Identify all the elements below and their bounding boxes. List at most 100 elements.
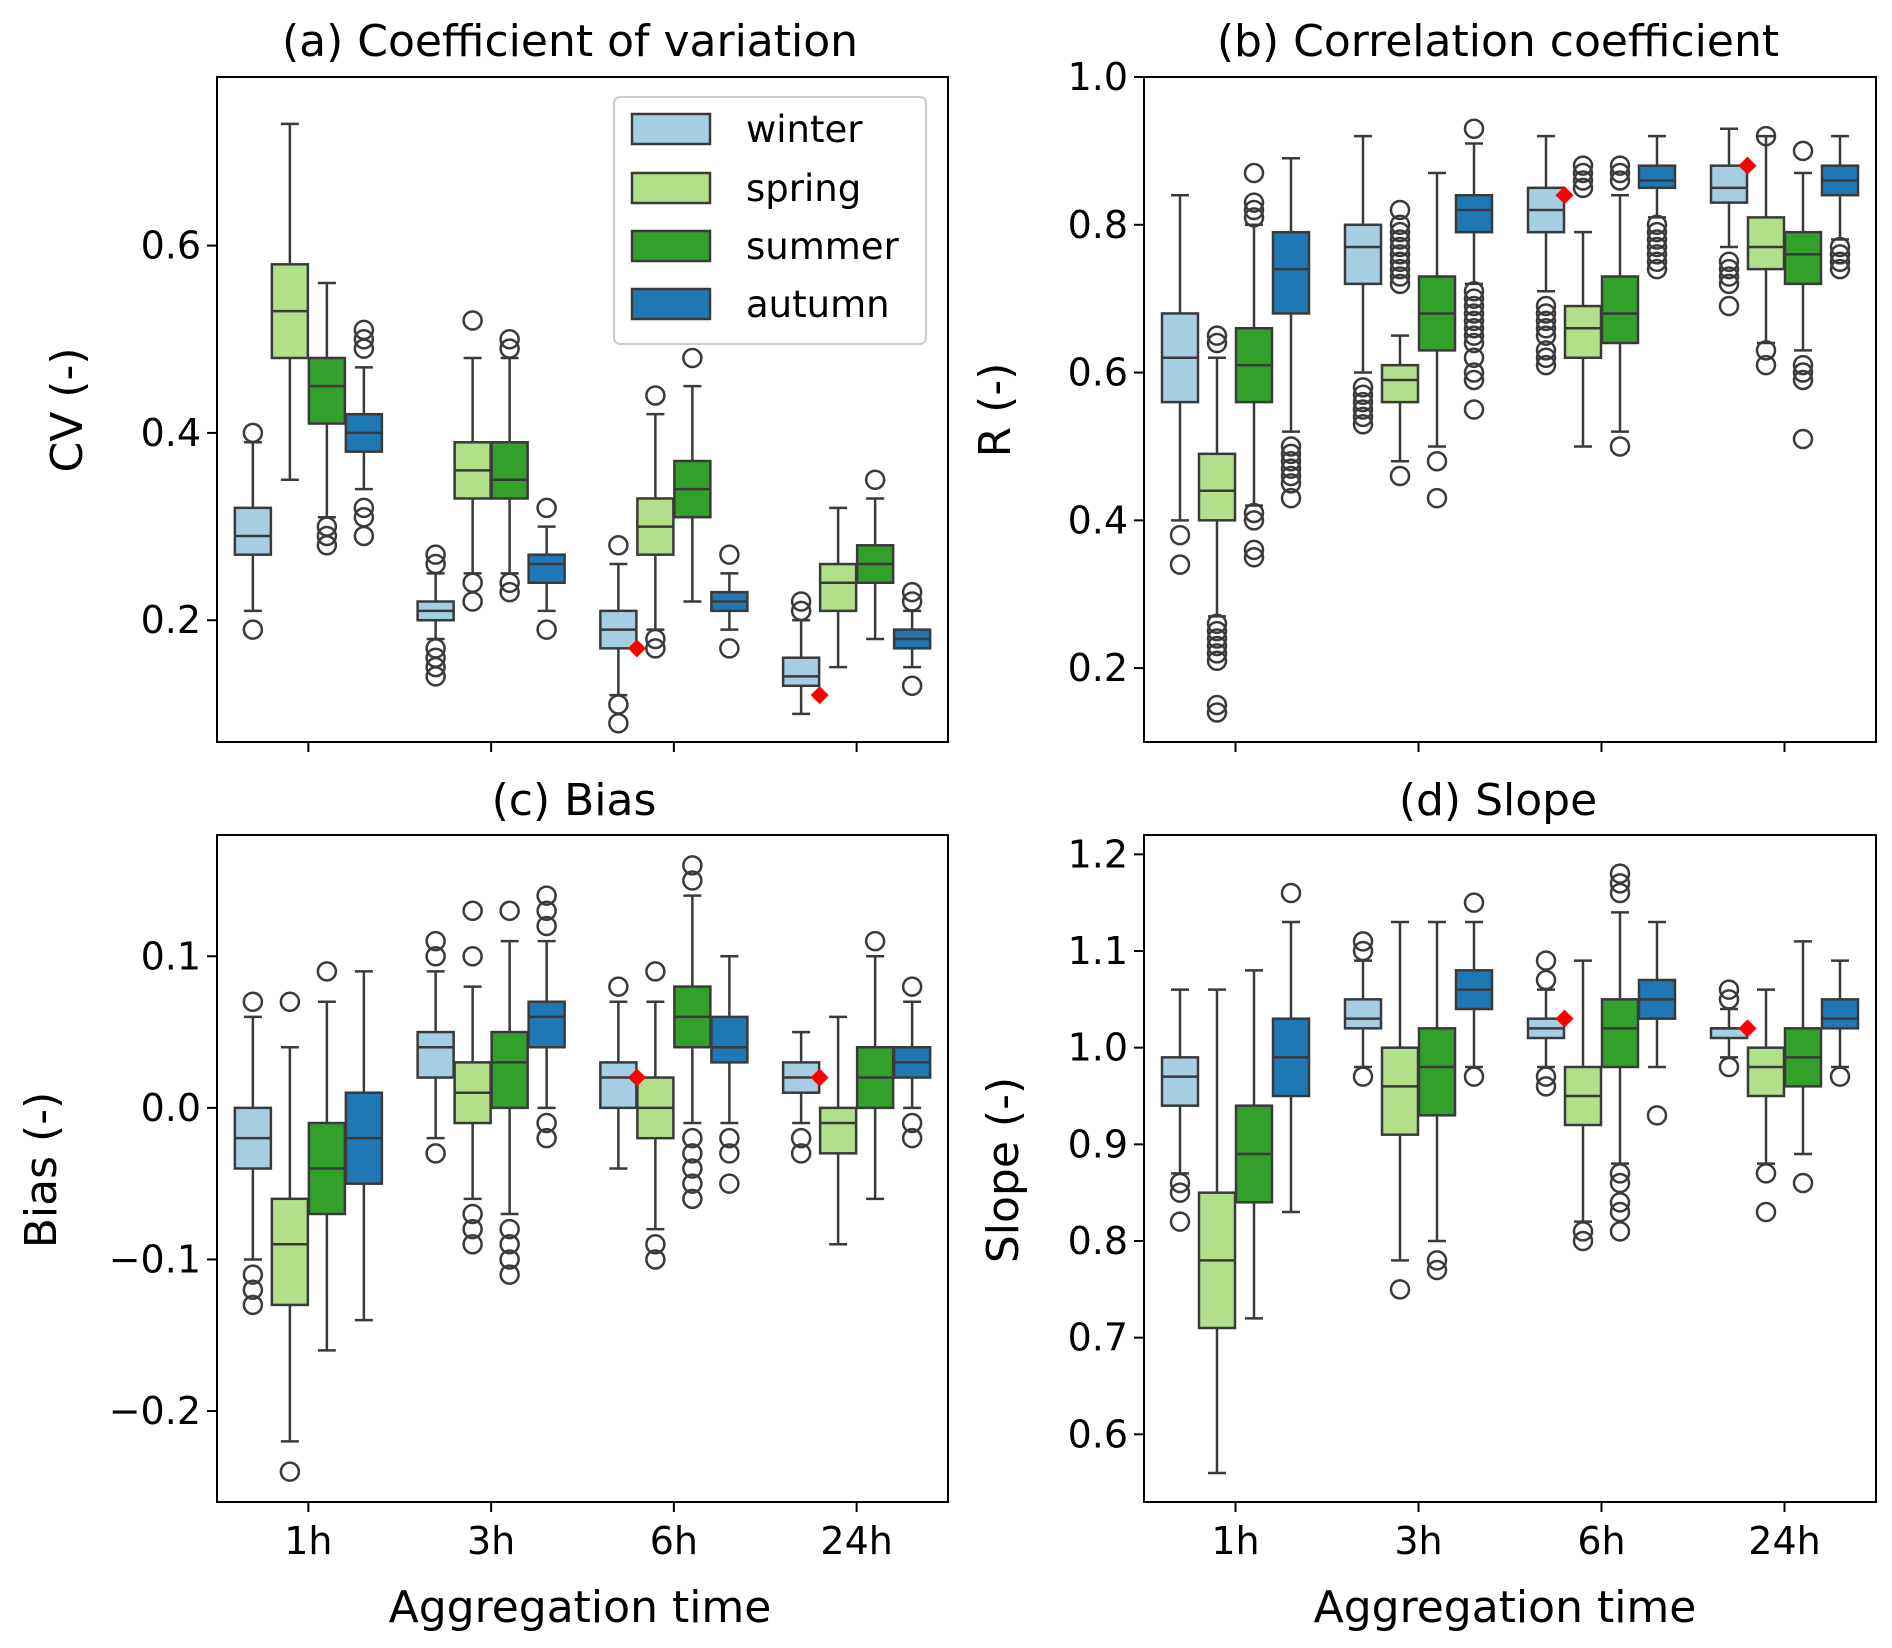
panel-b-winter-6h-outlier xyxy=(1535,325,1557,346)
panel-b-plot: 0.2 0.4 0.6 0.8 1.0 xyxy=(1068,55,1877,752)
panel-b-winter-24h-outlier xyxy=(1718,251,1740,272)
panel-b-winter-6h-outlier xyxy=(1535,310,1557,332)
panel-b-summer-1h-outlier xyxy=(1243,502,1265,524)
panel-a-winter-24h-box xyxy=(781,656,821,688)
panel-d-plot: 0.6 0.7 0.8 0.9 1.0 1.1 1.2 1h 3h 6h 24h xyxy=(1068,832,1877,1563)
panel-c-title: (c) Bias xyxy=(492,775,657,826)
panel-c-plot: −0.2 −0.1 0.0 0.1 1h 3h 6h 24h xyxy=(109,834,949,1563)
panel-b-autumn-6h-box xyxy=(1637,164,1677,190)
panel-b-spring-24h-outlier xyxy=(1755,340,1777,361)
panel-b-summer-24h-box xyxy=(1783,230,1823,286)
panel-b-autumn-3h-outlier xyxy=(1463,303,1485,324)
panel-d-ytick-label: 1.1 xyxy=(1068,929,1128,973)
legend-label-winter: winter xyxy=(746,108,863,151)
panel-a-winter-3h-outlier xyxy=(425,647,446,668)
panel-a-spring-3h-outlier xyxy=(462,310,483,331)
panel-a-summer-1h-box xyxy=(307,356,347,425)
panel-a-autumn-24h-outlier xyxy=(901,581,923,603)
panel-d-autumn-24h-outlier xyxy=(1829,1066,1851,1087)
panel-c-xtick-label: 6h xyxy=(650,1519,698,1563)
panel-a-autumn-24h-outlier xyxy=(901,675,923,697)
panel-a-autumn-1h-outlier xyxy=(353,329,375,350)
panel-d-winter-1h-outlier xyxy=(1169,1172,1191,1194)
panel-c-ytick-label: −0.2 xyxy=(109,1389,201,1433)
panel-b-autumn-24h-outlier xyxy=(1829,236,1851,258)
panel-b-winter-6h-outlier xyxy=(1535,354,1557,376)
legend-swatch-spring xyxy=(630,171,712,205)
panel-d-summer-6h-outlier xyxy=(1609,863,1631,884)
panel-b-autumn-1h-outlier xyxy=(1280,465,1302,487)
panel-b-axes-frame xyxy=(1143,76,1877,743)
panel-a-summer-3h-box xyxy=(490,441,529,500)
panel-d-spring-3h-box xyxy=(1380,1046,1420,1136)
panel-c-summer-6h-outlier xyxy=(682,1173,703,1194)
panel-b-reference-marker-6h xyxy=(1555,186,1574,205)
panel-a-autumn-1h-outlier xyxy=(353,506,375,528)
panel-b-summer-1h-outlier xyxy=(1243,547,1265,568)
panel-b-ytick-label: 0.6 xyxy=(1068,351,1128,395)
panel-d-winter-24h-outlier xyxy=(1718,989,1740,1010)
panel-d-xtick-label: 6h xyxy=(1577,1519,1625,1563)
panel-a-summer-3h-outlier xyxy=(499,572,520,594)
panel-a-summer-3h-outlier xyxy=(499,338,520,359)
panel-b-autumn-24h-outlier xyxy=(1829,251,1851,272)
panel-a-winter-24h-outlier xyxy=(790,591,812,612)
panel-b-autumn-3h-outlier xyxy=(1463,310,1485,332)
panel-b-spring-3h-outlier xyxy=(1389,229,1411,250)
panel-c-winter-6h-box xyxy=(599,1061,638,1110)
panel-c-autumn-3h-outlier xyxy=(536,900,557,922)
panel-c-spring-3h-outlier xyxy=(462,1234,483,1255)
panel-b-autumn-1h-outlier xyxy=(1280,450,1302,472)
panel-c-summer-3h-box xyxy=(490,1030,529,1110)
panel-a-autumn-3h-outlier xyxy=(536,619,557,640)
panel-b-autumn-6h-outlier xyxy=(1646,258,1668,280)
panel-b-autumn-1h-outlier xyxy=(1280,487,1302,509)
panel-a-summer-6h-outlier xyxy=(682,347,703,369)
legend-label-autumn: autumn xyxy=(746,283,890,326)
panel-b-autumn-3h-outlier xyxy=(1463,281,1485,302)
panel-b-winter-24h-outlier xyxy=(1718,266,1740,287)
panel-b-autumn-24h-outlier xyxy=(1829,258,1851,280)
panel-c-ytick-label: 0.0 xyxy=(141,1086,201,1130)
panel-a-autumn-1h-outlier xyxy=(353,319,375,341)
panel-a-winter-3h-outlier xyxy=(425,638,446,659)
panel-b-spring-1h-outlier xyxy=(1206,620,1228,642)
panel-b-spring-3h-outlier xyxy=(1389,214,1411,236)
panel-b-spring-3h-outlier xyxy=(1389,199,1411,221)
panel-d-winter-3h-outlier xyxy=(1352,931,1374,952)
panel-a-autumn-3h-box xyxy=(527,553,566,585)
panel-b-autumn-3h-outlier xyxy=(1463,399,1485,420)
panel-b-ytick-label: 0.4 xyxy=(1068,498,1128,542)
panel-d-winter-1h-outlier xyxy=(1169,1182,1191,1203)
panel-a-summer-1h-outlier xyxy=(316,516,338,537)
panel-b-spring-24h-outlier xyxy=(1755,125,1777,147)
panel-c-winter-1h-outlier xyxy=(242,1264,264,1285)
panel-b-winter-3h-outlier xyxy=(1352,399,1374,420)
panel-b-spring-1h-outlier xyxy=(1206,635,1228,657)
panel-a-summer-3h-outlier xyxy=(499,329,520,350)
panel-b-autumn-6h-outlier xyxy=(1646,251,1668,272)
panel-b-summer-1h-outlier xyxy=(1243,162,1265,184)
panel-b: (b) Correlation coefficient R (-) 0.2 0.4… xyxy=(970,16,1877,752)
panel-a-spring-6h-outlier xyxy=(645,385,666,406)
panel-b-summer-1h-outlier xyxy=(1243,207,1265,228)
panel-d-winter-1h-box xyxy=(1160,1056,1200,1107)
panel-b-title: (b) Correlation coefficient xyxy=(1217,16,1779,67)
panel-d-axes-frame xyxy=(1143,834,1877,1503)
panel-a-autumn-6h-outlier xyxy=(719,544,740,565)
panel-b-spring-6h-box xyxy=(1563,304,1603,360)
panel-d: (d) Slope Slope (-) 0.6 0.7 0.8 0.9 1.0 1.1 1.… xyxy=(978,775,1877,1633)
panel-c-reference-marker-6h xyxy=(627,1068,646,1087)
panel-b-summer-6h-box xyxy=(1600,275,1640,345)
panel-c-spring-1h-outlier xyxy=(279,1461,301,1482)
panel-b-winter-6h-outlier xyxy=(1535,340,1557,361)
panel-d-autumn-1h-outlier xyxy=(1280,882,1302,904)
panel-b-summer-6h-outlier xyxy=(1609,436,1631,457)
panel-d-spring-24h-outlier xyxy=(1755,1163,1777,1184)
panel-c-xlabel: Aggregation time xyxy=(389,1582,772,1633)
panel-b-spring-3h-outlier xyxy=(1389,465,1411,487)
panel-c-winter-1h-outlier xyxy=(242,1279,264,1301)
panel-c-autumn-6h-outlier xyxy=(719,1127,740,1149)
panel-a: (a) Coefficient of variation CV (-) 0.20… xyxy=(42,16,949,752)
panel-a-axes-frame xyxy=(216,76,949,743)
